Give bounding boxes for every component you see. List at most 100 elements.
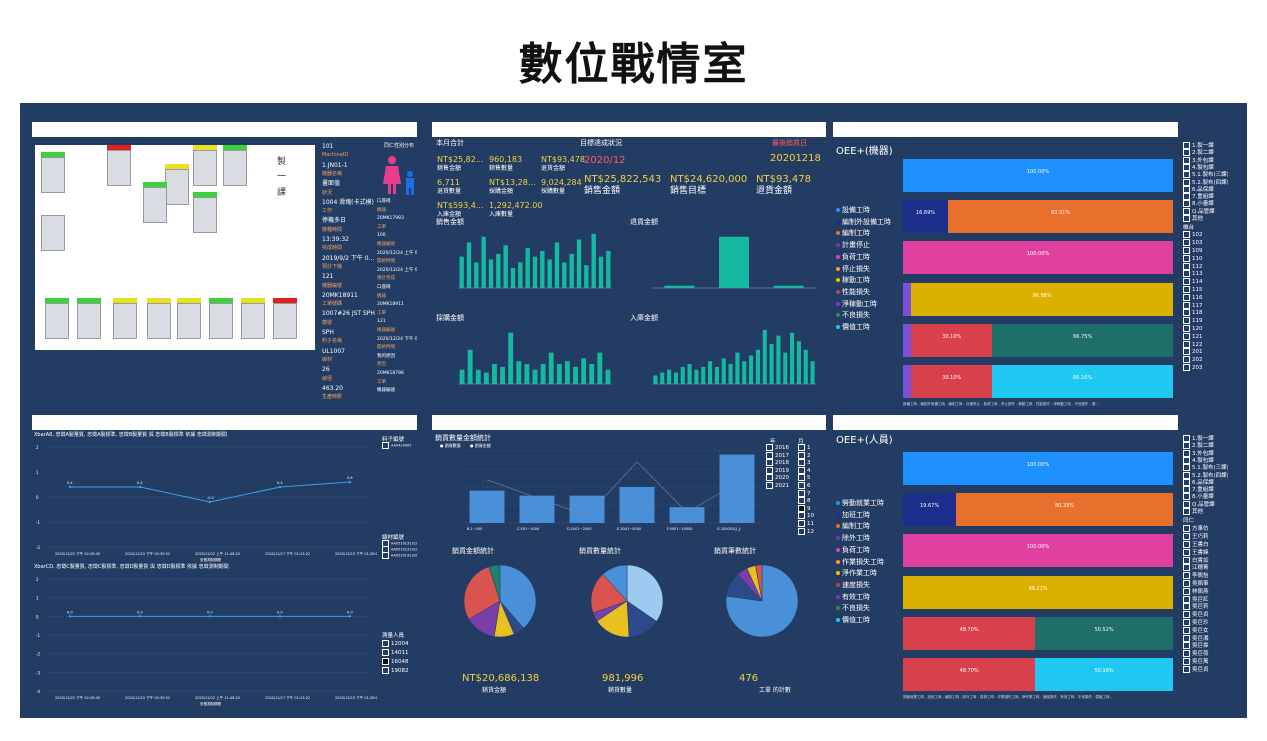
checkbox-icon[interactable] — [1183, 301, 1190, 309]
filter-checkbox[interactable]: 113 — [1183, 270, 1203, 278]
filter-checkbox[interactable]: 2 — [798, 451, 811, 459]
filter-checkbox[interactable]: 114 — [1183, 278, 1203, 286]
chart-bar[interactable] — [474, 262, 479, 288]
checkbox-icon[interactable] — [1183, 665, 1190, 673]
filter-checkbox[interactable]: 1.製一課 — [1183, 434, 1214, 442]
filter-checkbox[interactable]: 吳巨萬 — [1183, 657, 1209, 665]
checkbox-icon[interactable] — [798, 527, 805, 535]
pie-slice[interactable] — [755, 564, 763, 602]
chart-bar[interactable] — [573, 366, 578, 384]
chart-bar[interactable] — [810, 361, 815, 384]
machine-icon[interactable] — [241, 298, 265, 339]
machine-icon[interactable] — [273, 298, 297, 339]
checkbox-icon[interactable] — [1183, 525, 1190, 533]
checkbox-icon[interactable] — [1183, 634, 1190, 642]
chart-bar[interactable] — [524, 364, 530, 384]
checkbox-icon[interactable] — [1183, 149, 1190, 157]
chart-bar[interactable] — [721, 358, 726, 384]
chart-bar[interactable] — [776, 335, 781, 384]
chart-bar[interactable] — [598, 256, 604, 288]
checkbox-icon[interactable] — [1183, 231, 1190, 239]
oee-segment[interactable]: 30.10% — [911, 365, 993, 398]
checkbox-icon[interactable] — [798, 497, 805, 505]
checkbox-icon[interactable] — [382, 442, 389, 449]
filter-checkbox[interactable]: 2021 — [766, 482, 789, 489]
checkbox-icon[interactable] — [1183, 564, 1190, 572]
chart-bar[interactable] — [569, 253, 574, 288]
oee-segment[interactable] — [903, 282, 912, 316]
checkbox-icon[interactable] — [798, 520, 805, 527]
checkbox-icon[interactable] — [1183, 556, 1190, 564]
checkbox-icon[interactable] — [1183, 442, 1190, 450]
oee-segment[interactable] — [903, 365, 912, 398]
machine-icon[interactable] — [143, 182, 167, 223]
checkbox-icon[interactable] — [1183, 587, 1190, 595]
chart-bar[interactable] — [755, 349, 760, 384]
filter-checkbox[interactable]: 203 — [1183, 363, 1203, 371]
oee-segment[interactable]: 48.70% — [903, 616, 1036, 650]
checkbox-icon[interactable] — [382, 649, 389, 656]
filter-checkbox[interactable]: 117 — [1183, 301, 1203, 309]
xbar-point[interactable] — [348, 480, 352, 484]
checkbox-icon[interactable] — [1183, 657, 1190, 665]
chart-bar[interactable] — [735, 352, 740, 384]
checkbox-icon[interactable] — [1183, 572, 1190, 580]
machine-icon[interactable] — [107, 145, 131, 186]
shipping-bar[interactable] — [619, 487, 655, 523]
filter-checkbox[interactable]: 王書緯 — [1183, 548, 1209, 556]
chart-bar[interactable] — [481, 236, 486, 288]
filter-checkbox[interactable]: 7.重組課 — [1183, 192, 1214, 201]
shipping-bar[interactable] — [519, 495, 555, 523]
chart-bar[interactable] — [606, 250, 611, 288]
checkbox-icon[interactable] — [766, 459, 773, 467]
chart-bar[interactable] — [548, 352, 554, 384]
filter-checkbox[interactable]: 3.外包課 — [1183, 449, 1214, 457]
oee-segment[interactable]: 100.00% — [903, 534, 1173, 568]
filter-checkbox[interactable]: 14011 — [382, 649, 409, 656]
machine-icon[interactable] — [165, 164, 189, 205]
filter-checkbox[interactable]: 202 — [1183, 356, 1203, 364]
pie-slice[interactable] — [499, 564, 537, 629]
filter-checkbox[interactable]: 5.2.製布(四課) — [1183, 178, 1228, 186]
chart-bar[interactable] — [516, 361, 522, 384]
checkbox-icon[interactable] — [382, 640, 389, 647]
checkbox-icon[interactable] — [766, 474, 773, 482]
checkbox-icon[interactable] — [1183, 508, 1190, 515]
filter-checkbox[interactable]: 12 — [798, 527, 814, 535]
chart-bar[interactable] — [508, 332, 514, 384]
checkbox-icon[interactable] — [382, 667, 389, 674]
filter-checkbox[interactable]: 4.製包課 — [1183, 163, 1214, 171]
checkbox-icon[interactable] — [1183, 579, 1190, 587]
chart-bar[interactable] — [581, 358, 587, 384]
filter-checkbox[interactable]: 112 — [1183, 262, 1203, 270]
chart-bar[interactable] — [475, 369, 481, 384]
chart-bar[interactable] — [503, 245, 508, 288]
checkbox-icon[interactable] — [798, 444, 805, 451]
filter-checkbox[interactable]: 江穗菁 — [1183, 563, 1209, 572]
chart-bar[interactable] — [483, 372, 489, 384]
chart-bar[interactable] — [492, 364, 497, 384]
oee-segment[interactable]: 16.69% — [903, 200, 949, 234]
machine-icon[interactable] — [113, 298, 137, 339]
filter-checkbox[interactable]: 118 — [1183, 309, 1203, 317]
filter-checkbox[interactable]: 2.製二課 — [1183, 441, 1214, 450]
filter-checkbox[interactable]: 119 — [1183, 317, 1203, 325]
chart-bar[interactable] — [790, 332, 795, 384]
checkbox-icon[interactable] — [1183, 270, 1190, 278]
checkbox-icon[interactable] — [1183, 178, 1190, 186]
checkbox-icon[interactable] — [1183, 207, 1190, 215]
checkbox-icon[interactable] — [1183, 650, 1190, 658]
checkbox-icon[interactable] — [1183, 285, 1190, 293]
chart-bar[interactable] — [547, 259, 552, 289]
oee-segment[interactable] — [903, 323, 912, 357]
filter-checkbox[interactable]: 5.1.製布(三課) — [1183, 463, 1228, 472]
pie-slice[interactable] — [626, 564, 664, 622]
filter-checkbox[interactable]: AA0419005 — [382, 442, 411, 449]
checkbox-icon[interactable] — [1183, 193, 1190, 201]
checkbox-icon[interactable] — [1183, 163, 1190, 171]
oee-segment[interactable]: 50.16% — [1035, 658, 1173, 691]
filter-checkbox[interactable]: 2017 — [766, 451, 789, 459]
filter-checkbox[interactable]: 王書白 — [1183, 540, 1209, 548]
xbar-point[interactable] — [278, 485, 282, 489]
oee-segment[interactable]: 80.33% — [956, 493, 1173, 527]
